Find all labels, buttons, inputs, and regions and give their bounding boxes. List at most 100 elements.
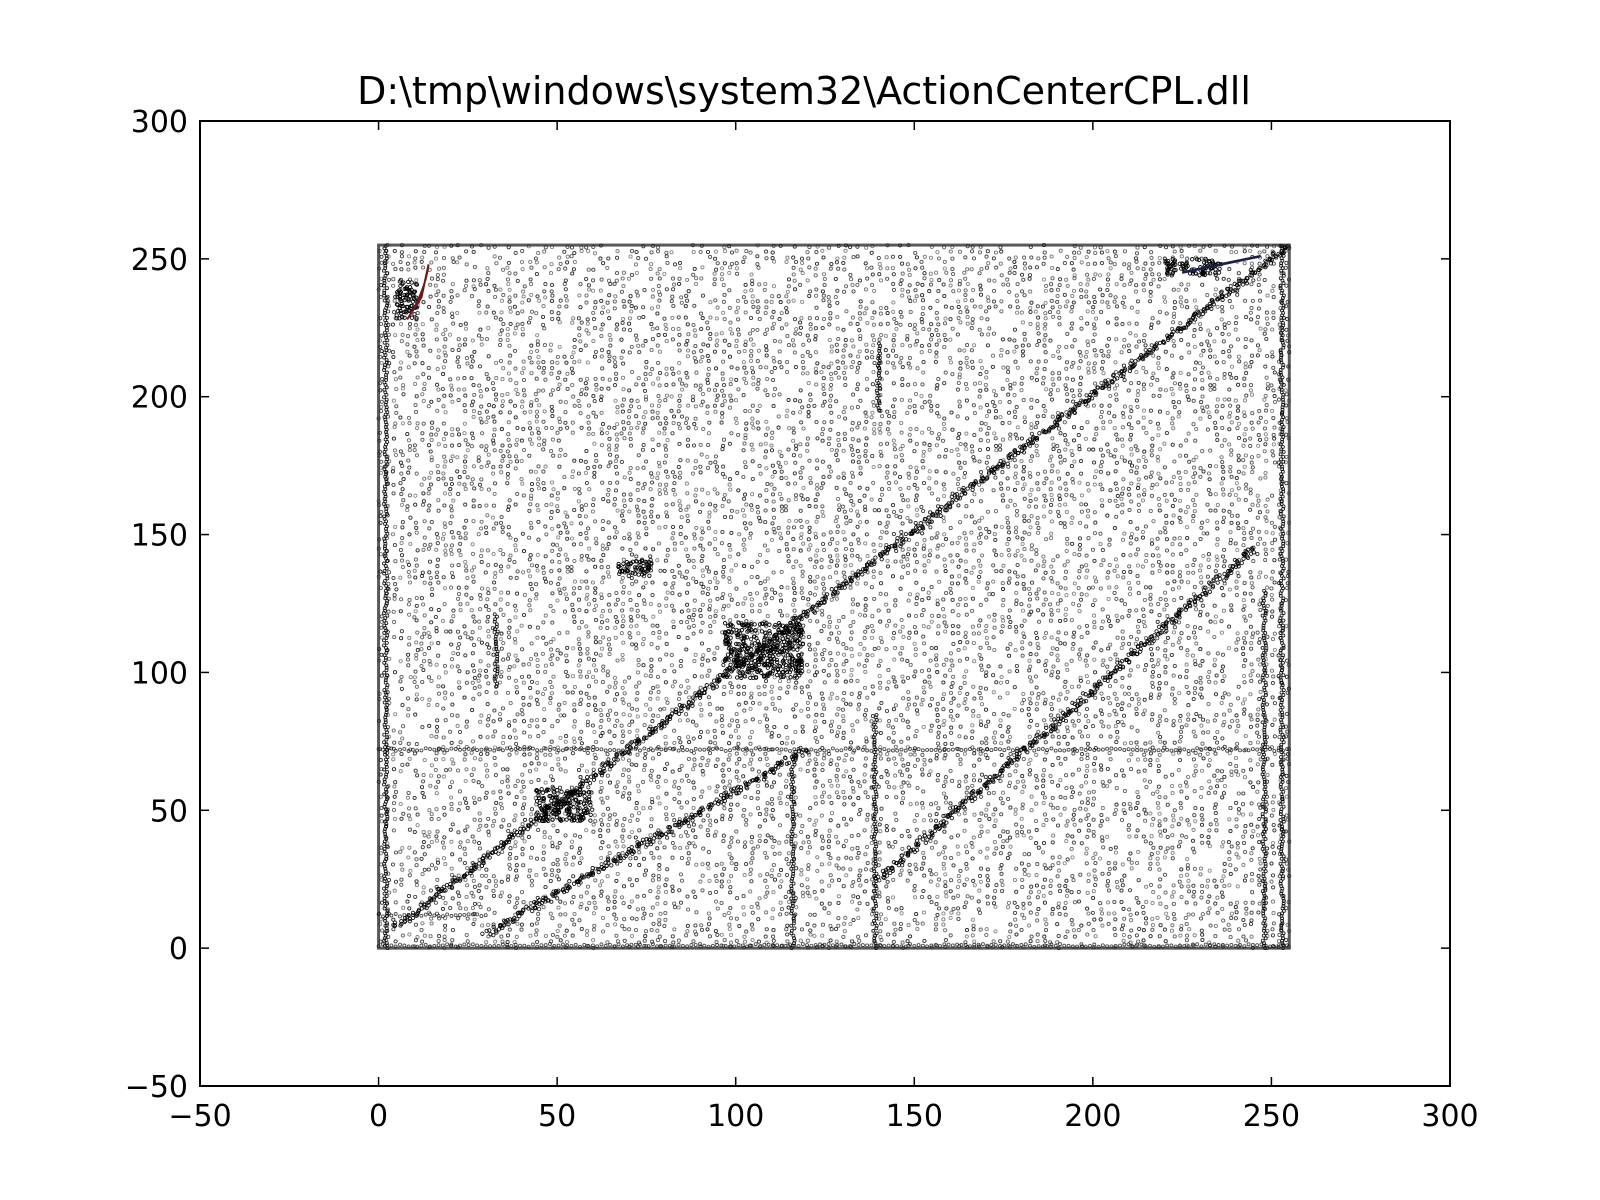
scatter-point xyxy=(443,525,448,530)
scatter-point xyxy=(441,476,446,481)
scatter-point xyxy=(427,808,432,813)
scatter-point xyxy=(422,933,427,938)
scatter-point xyxy=(429,763,434,768)
scatter-point xyxy=(434,729,440,734)
scatter-point xyxy=(421,491,426,496)
scatter-point xyxy=(398,769,403,774)
scatter-point xyxy=(379,635,384,640)
scatter-point xyxy=(380,928,385,933)
scatter-point xyxy=(413,265,418,270)
scatter-point xyxy=(426,375,432,380)
scatter-point xyxy=(442,464,447,469)
scatter-point xyxy=(412,260,417,265)
scatter-point xyxy=(407,597,412,603)
scatter-point xyxy=(443,548,448,553)
scatter-point xyxy=(412,850,417,855)
scatter-point xyxy=(426,365,431,371)
scatter-point xyxy=(399,751,404,757)
scatter-point xyxy=(443,927,448,932)
scatter-point xyxy=(412,344,417,349)
scatter-point xyxy=(400,846,405,851)
scatter-point xyxy=(420,570,425,575)
scatter-point xyxy=(408,541,413,546)
scatter-point xyxy=(436,470,441,475)
scatter-point xyxy=(443,482,448,487)
scatter-point xyxy=(391,283,396,288)
scatter-point xyxy=(427,304,432,310)
scatter-point xyxy=(419,785,425,790)
scatter-point xyxy=(401,477,406,482)
scatter-point xyxy=(400,525,405,530)
scatter-point xyxy=(398,609,403,614)
scatter-point xyxy=(436,289,441,294)
scatter-point xyxy=(441,437,446,442)
scatter-point xyxy=(413,669,418,674)
scatter-point xyxy=(419,641,424,646)
scatter-point xyxy=(379,399,384,404)
scatter-point xyxy=(400,933,405,938)
scatter-point xyxy=(427,697,432,702)
scatter-point xyxy=(443,690,448,695)
scatter-point xyxy=(401,905,406,910)
scatter-point xyxy=(398,415,403,420)
scatter-point xyxy=(399,267,404,272)
scatter-point xyxy=(426,646,432,651)
scatter-point xyxy=(421,602,426,607)
scatter-point xyxy=(393,333,398,338)
scatter-point xyxy=(400,536,405,541)
scatter-point xyxy=(429,520,434,525)
scatter-point xyxy=(407,580,413,585)
scatter-point xyxy=(391,482,396,487)
scatter-point xyxy=(435,857,440,862)
scatter-point xyxy=(392,298,397,303)
scatter-point xyxy=(407,326,412,331)
scatter-point xyxy=(400,703,405,708)
chart-title: D:\tmp\windows\system32\ActionCenterCPL.… xyxy=(357,69,1251,113)
scatter-point xyxy=(385,414,391,419)
scatter-point xyxy=(419,259,424,264)
scatter-point xyxy=(440,906,446,911)
scatter-point xyxy=(413,894,418,899)
scatter-point xyxy=(443,916,448,921)
scatter-point xyxy=(444,629,449,634)
scatter-point xyxy=(406,470,411,475)
scatter-point xyxy=(394,410,399,415)
scatter-point xyxy=(407,353,412,358)
scatter-point xyxy=(420,790,425,795)
scatter-point xyxy=(398,801,403,807)
scatter-point xyxy=(406,893,412,899)
scatter-point xyxy=(441,745,446,750)
scatter-point xyxy=(442,934,447,939)
scatter-point xyxy=(407,906,412,911)
scatter-point xyxy=(408,817,413,822)
scatter-point xyxy=(441,684,446,689)
scatter-point xyxy=(413,922,418,927)
scatter-point xyxy=(392,670,398,675)
scatter-point xyxy=(414,653,419,658)
scatter-point xyxy=(392,888,397,893)
scatter-point xyxy=(398,366,403,371)
scatter-point xyxy=(442,521,447,526)
scatter-point xyxy=(400,867,405,872)
scatter-point xyxy=(391,354,396,360)
scatter-point xyxy=(421,372,426,377)
scatter-point xyxy=(393,267,398,272)
scatter-point xyxy=(393,939,398,944)
scatter-point xyxy=(391,728,396,733)
scatter-point xyxy=(399,339,404,344)
scatter-point xyxy=(406,813,411,818)
scatter-point xyxy=(421,399,426,404)
scatter-point xyxy=(426,675,432,680)
scatter-point xyxy=(433,900,438,905)
scatter-point xyxy=(407,444,413,449)
scatter-point xyxy=(413,332,418,337)
scatter-point xyxy=(412,679,417,685)
scatter-point xyxy=(427,634,432,639)
scatter-point xyxy=(407,322,413,327)
scatter-point xyxy=(435,570,440,575)
scatter-point xyxy=(415,648,420,653)
scatter-point xyxy=(420,322,425,327)
scatter-point xyxy=(437,934,442,939)
scatter-point xyxy=(442,812,447,817)
scatter-point xyxy=(414,525,419,530)
